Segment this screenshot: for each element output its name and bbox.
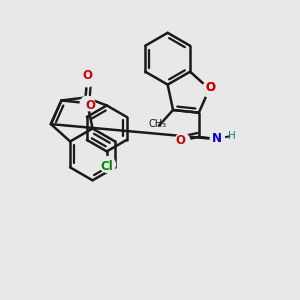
- Point: [215, 137, 220, 142]
- Text: Cl: Cl: [100, 160, 113, 173]
- Point: [104, 161, 109, 166]
- Text: O: O: [85, 99, 95, 112]
- Text: O: O: [82, 69, 93, 82]
- Text: O: O: [206, 81, 216, 94]
- Text: H: H: [228, 131, 236, 141]
- Point: [179, 138, 184, 143]
- Text: O: O: [206, 81, 216, 94]
- Text: O: O: [176, 134, 186, 147]
- Point: [85, 101, 90, 106]
- Text: N: N: [212, 132, 222, 145]
- Text: CH₃: CH₃: [148, 119, 166, 129]
- Point: [85, 77, 89, 82]
- Point: [207, 87, 212, 92]
